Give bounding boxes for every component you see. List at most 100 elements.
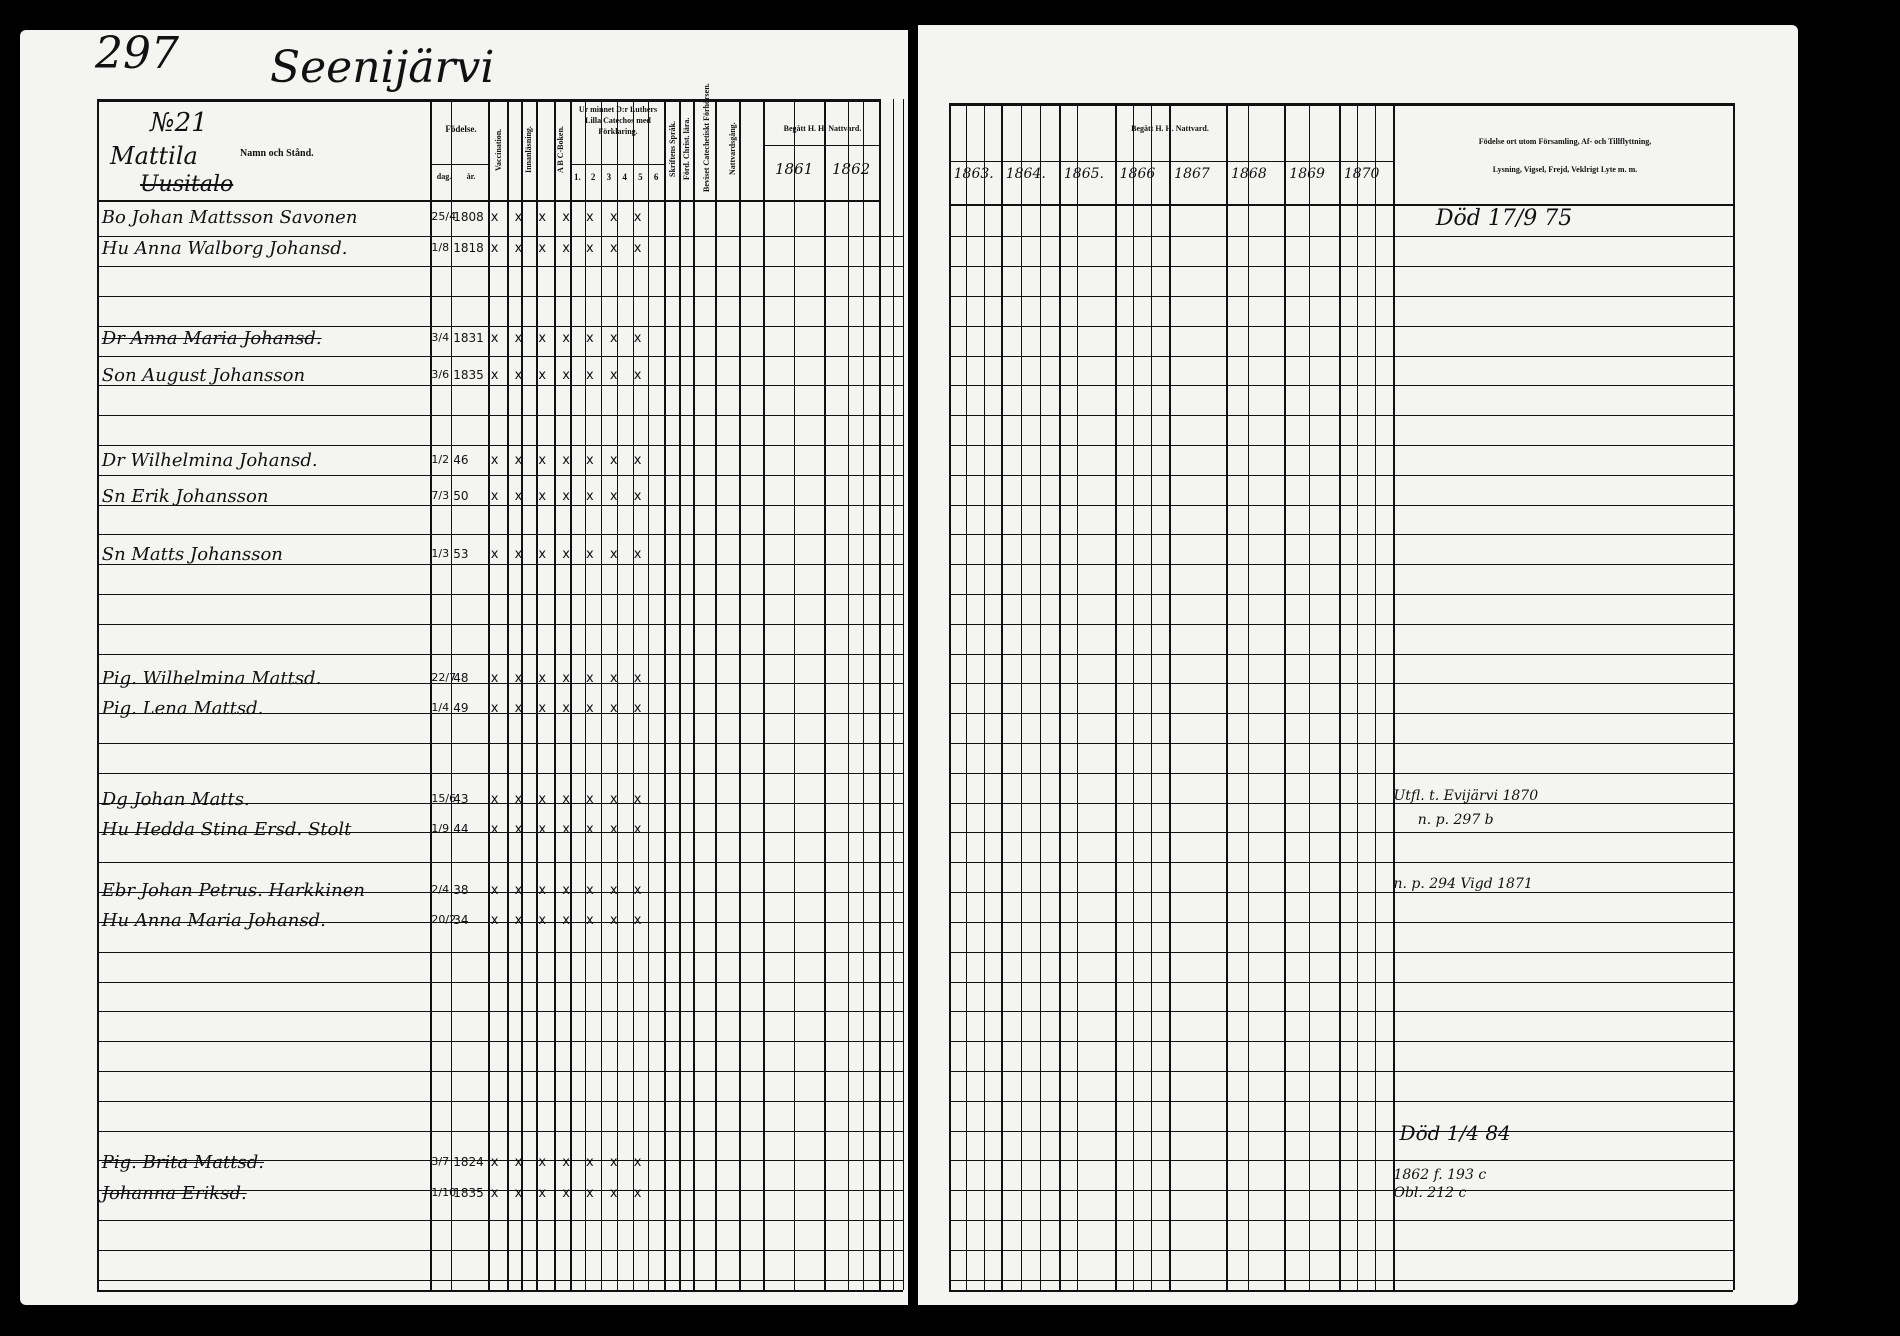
column-rule [739, 99, 742, 1291]
column-rule [893, 99, 895, 1291]
birth-year: 1824 [453, 1155, 484, 1170]
birth-year: 38 [453, 882, 469, 897]
column-rule [430, 99, 433, 1291]
birth-year: 50 [453, 488, 469, 503]
birth-year: 44 [453, 822, 469, 837]
column-rule [648, 99, 650, 1291]
catechism-part-6: 6 [653, 172, 659, 182]
birth-day: 2/4 [431, 882, 450, 896]
column-rule [569, 99, 572, 1291]
row-rule [948, 802, 1733, 804]
register-row: Hu Anna Maria Johansd. 20/2 34 x x x x x x … [0, 910, 900, 936]
birth-day: 1/9 [431, 822, 450, 836]
year-column-1867: 1867 [1174, 166, 1210, 182]
birth-year: 1831 [453, 331, 484, 346]
row-rule [948, 683, 1733, 685]
row-rule [96, 713, 903, 715]
row-rule [96, 266, 903, 268]
row-rule [96, 832, 903, 834]
year-column-1869: 1869 [1289, 166, 1325, 182]
register-row: Dr Wilhelmina Johansd. 1/2 46 x x x x x x x [0, 450, 900, 476]
year-column-1864: 1864. [1005, 166, 1046, 182]
col-christianity-header: Förd. Christ. lära. [682, 117, 691, 181]
row-rule [948, 1070, 1733, 1072]
catechism-part-4: 4 [622, 172, 627, 182]
person-name: Sn Erik Johansson [101, 485, 269, 507]
row-rule [96, 534, 903, 536]
row-rule [96, 862, 903, 864]
row-rule [948, 1130, 1733, 1132]
birth-year: 34 [453, 913, 469, 927]
row-rule [948, 892, 1733, 894]
row-rule [96, 474, 903, 476]
birth-day: 1/3 [431, 547, 450, 561]
person-name: Son August Johansson [101, 364, 306, 386]
person-name: Hu Anna Maria Johansd. [101, 910, 326, 931]
exam-marks: x x x x x x x [490, 547, 648, 563]
column-rule [616, 99, 618, 1291]
row-rule [948, 1290, 1733, 1293]
row-rule [948, 1190, 1733, 1192]
column-rule [1114, 102, 1117, 1291]
row-rule [96, 981, 903, 983]
birth-day: 20/2 [431, 913, 457, 926]
farm-status: Uusitalo [140, 172, 234, 197]
register-row: Dg Johan Matts. 15/6 43 x x x x x x x [0, 789, 900, 815]
row-rule [96, 892, 903, 894]
column-rule [585, 99, 587, 1291]
row-rule [96, 1130, 903, 1132]
column-rule [601, 99, 603, 1291]
person-name: Dr Anna Maria Johansd. [101, 328, 322, 350]
col-catechism-header: Ur minnet D:r Luthers Lilla Catechos med… [578, 105, 658, 136]
birth-year: 1835 [453, 1185, 484, 1200]
row-rule [96, 1290, 903, 1293]
column-rule [714, 99, 717, 1291]
row-rule [948, 1011, 1733, 1013]
row-rule [948, 355, 1733, 357]
birth-day: 25/4 [431, 210, 457, 224]
row-rule [948, 236, 1733, 238]
column-rule [521, 99, 524, 1291]
exam-marks: x x x x x x x [490, 882, 648, 898]
birth-year: 53 [453, 547, 469, 562]
column-rule [1077, 102, 1079, 1291]
column-rule [1308, 102, 1310, 1291]
person-name: Johanna Eriksd. [101, 1182, 247, 1204]
birth-day: 7/3 [431, 488, 450, 502]
row-rule [96, 802, 903, 804]
row-rule [96, 444, 903, 446]
row-rule [948, 534, 1733, 536]
person-name: Bo Johan Mattsson Savonen [101, 207, 358, 229]
person-name: Sn Matts Johansson [101, 544, 283, 566]
row-rule [96, 683, 903, 685]
col-reading-header: Innanläsning. [524, 126, 533, 174]
row-rule [96, 743, 903, 745]
register-row: Ebr Johan Petrus. Harkkinen 2/4 38 x x x x … [0, 880, 900, 906]
row-rule [96, 355, 903, 357]
birth-year: 1835 [453, 367, 484, 382]
birth-day: 22/7 [431, 670, 457, 684]
birth-year: 1818 [453, 240, 484, 255]
village-name: Seenijärvi [270, 42, 495, 93]
register-row: Son August Johansson 3/6 1835 x x x x x x x [0, 365, 900, 391]
column-rule [862, 99, 864, 1291]
year-column-1870: 1870 [1343, 166, 1380, 182]
column-rule [1059, 102, 1062, 1291]
catechism-part-1: 1. [574, 172, 581, 182]
row-rule [763, 145, 881, 147]
farm-name: Mattila [110, 142, 198, 170]
row-rule [96, 951, 903, 953]
birth-day: 1/2 [431, 452, 450, 466]
catechism-part-2: 2 [590, 172, 596, 182]
row-rule [948, 266, 1733, 268]
row-rule [948, 1100, 1733, 1102]
birth-day: 3/7 [431, 1155, 450, 1169]
column-rule [553, 99, 556, 1291]
col-communion-header: Nattvardsgång. [728, 122, 737, 176]
column-rule [983, 102, 985, 1291]
col-year-header: år. [466, 172, 476, 181]
column-rule [96, 99, 99, 1291]
column-rule [1000, 102, 1003, 1291]
column-rule [664, 99, 667, 1291]
column-rule [535, 99, 538, 1291]
